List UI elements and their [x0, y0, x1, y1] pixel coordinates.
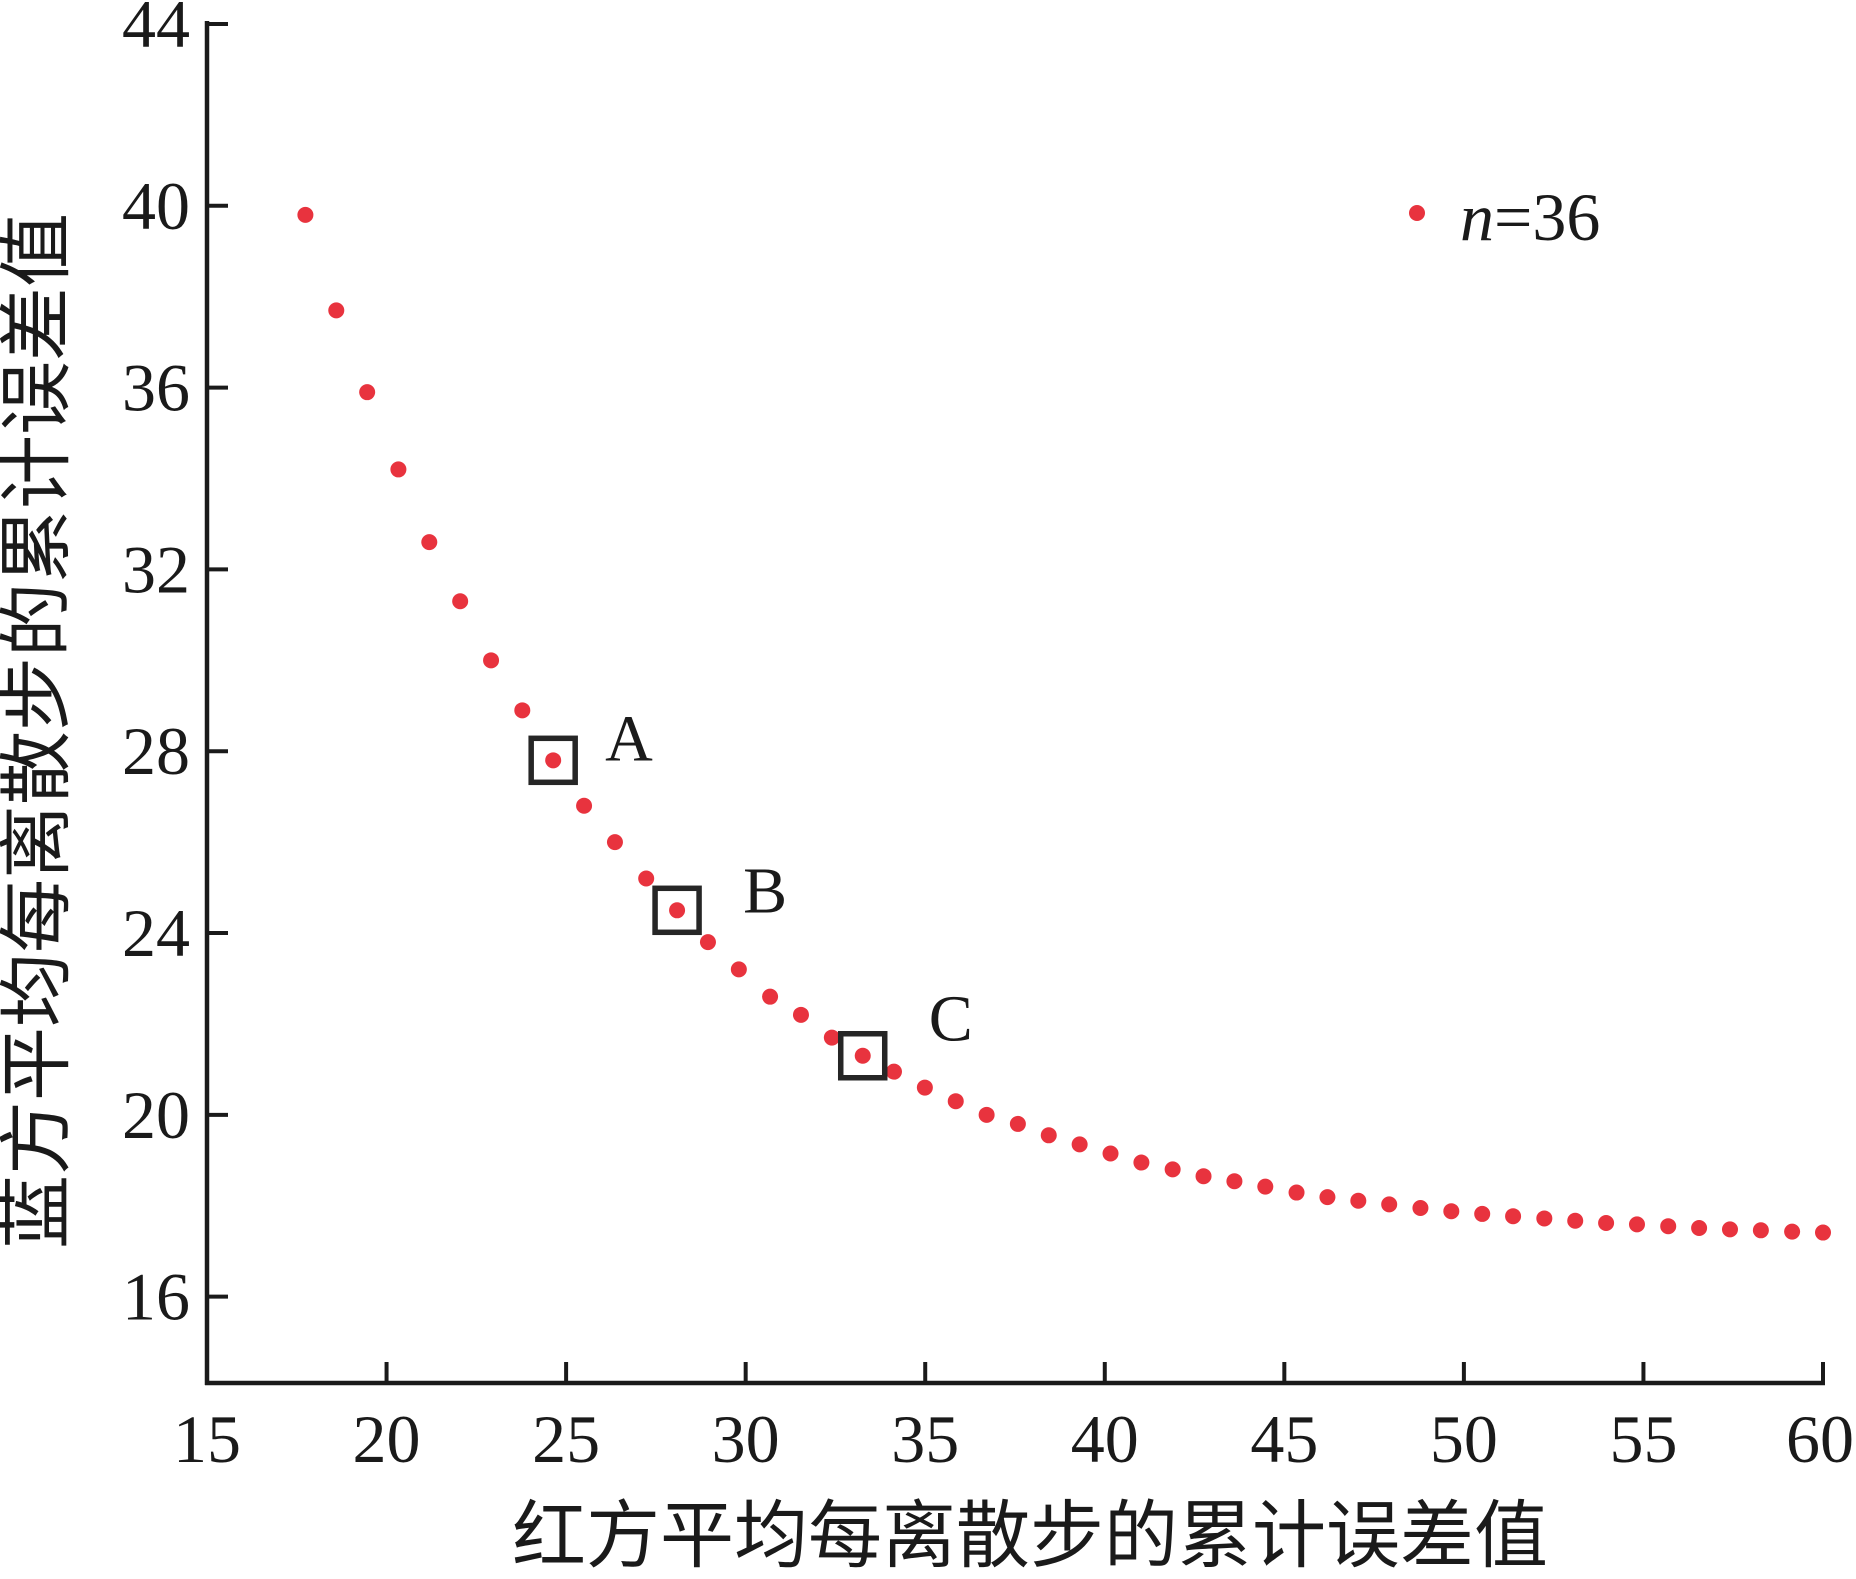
- data-point: [483, 652, 500, 669]
- x-tick-label: 25: [532, 1401, 600, 1477]
- data-point: [978, 1106, 995, 1123]
- legend-marker: [1409, 205, 1425, 221]
- axis-tick-labels: 15 20 25 30 35 40 45 50 55 60 16 20 24 28 32 36 40 44: [122, 0, 1854, 1477]
- data-point: [669, 902, 686, 919]
- data-point: [1505, 1208, 1522, 1225]
- data-point: [1009, 1115, 1026, 1132]
- data-point: [328, 302, 345, 319]
- x-tick-label: 40: [1071, 1401, 1139, 1477]
- data-point: [1784, 1223, 1801, 1240]
- y-tick-label: 32: [122, 531, 190, 607]
- x-tick-label: 50: [1430, 1401, 1498, 1477]
- x-tick-label: 35: [891, 1401, 959, 1477]
- x-tick-label: 30: [712, 1401, 780, 1477]
- data-point: [1257, 1178, 1274, 1195]
- data-point: [1660, 1218, 1677, 1235]
- data-point: [1443, 1203, 1460, 1220]
- y-tick-label: 40: [122, 168, 190, 244]
- point-annotations: A B C: [528, 702, 973, 1081]
- legend-label: n=36: [1460, 179, 1600, 255]
- y-tick-label: 44: [122, 0, 190, 62]
- data-point: [823, 1029, 840, 1046]
- data-point: [916, 1079, 933, 1096]
- data-point: [792, 1006, 809, 1023]
- highlight-box-A: [528, 735, 578, 786]
- data-point: [390, 461, 407, 478]
- legend-variable: n: [1460, 179, 1494, 255]
- data-points: [297, 206, 1831, 1241]
- data-point: [359, 384, 376, 401]
- data-point: [1412, 1200, 1429, 1217]
- data-point: [854, 1047, 871, 1064]
- data-point: [1815, 1224, 1831, 1241]
- x-tick-label: 55: [1609, 1401, 1677, 1477]
- y-tick-label: 16: [122, 1259, 190, 1335]
- data-point: [1598, 1215, 1615, 1232]
- data-point: [1288, 1184, 1305, 1201]
- x-tick-label: 45: [1250, 1401, 1318, 1477]
- axis-ticks: [205, 22, 1825, 1383]
- legend: n=36: [1409, 179, 1600, 255]
- data-point: [1536, 1210, 1553, 1227]
- y-tick-label: 24: [122, 895, 190, 971]
- annotation-label-A: A: [605, 702, 653, 775]
- data-point: [885, 1063, 902, 1080]
- y-tick-label: 20: [122, 1077, 190, 1153]
- x-axis-label: 红方平均每离散步的累计误差值: [512, 1496, 1548, 1578]
- data-point: [514, 702, 531, 719]
- data-point: [699, 934, 716, 951]
- y-tick-label: 28: [122, 713, 190, 789]
- data-point: [1381, 1196, 1398, 1213]
- x-tick-label: 60: [1786, 1401, 1854, 1477]
- legend-value: =36: [1494, 179, 1600, 255]
- data-point: [1133, 1154, 1150, 1171]
- data-point: [606, 834, 623, 851]
- annotation-label-C: C: [929, 983, 973, 1056]
- data-point: [1040, 1127, 1057, 1144]
- data-point: [452, 593, 469, 610]
- data-point: [1226, 1173, 1243, 1190]
- data-point: [421, 534, 438, 551]
- data-point: [1350, 1192, 1367, 1209]
- data-point: [1195, 1168, 1212, 1185]
- data-point: [762, 988, 779, 1005]
- axes: [204, 21, 1825, 1386]
- data-point: [947, 1093, 964, 1110]
- data-point: [297, 206, 314, 223]
- data-point: [1628, 1216, 1645, 1233]
- annotation-label-B: B: [743, 854, 787, 927]
- data-point: [638, 870, 655, 887]
- data-point: [1752, 1222, 1769, 1239]
- highlight-box-C: [837, 1030, 888, 1081]
- data-point: [1102, 1145, 1119, 1162]
- data-point: [1721, 1221, 1738, 1238]
- y-tick-label: 36: [122, 350, 190, 426]
- data-point: [1474, 1205, 1491, 1222]
- highlight-box-B: [652, 885, 702, 936]
- data-point: [545, 752, 562, 769]
- data-point: [576, 797, 593, 814]
- y-axis-label: 蓝方平均每离散步的累计误差值: [0, 213, 79, 1249]
- x-tick-label: 20: [353, 1401, 421, 1477]
- data-point: [1164, 1161, 1181, 1178]
- data-point: [1071, 1136, 1088, 1153]
- data-point: [1567, 1212, 1584, 1229]
- x-tick-label: 15: [173, 1401, 241, 1477]
- data-point: [1691, 1220, 1708, 1237]
- data-point: [1319, 1189, 1336, 1206]
- data-point: [730, 961, 747, 978]
